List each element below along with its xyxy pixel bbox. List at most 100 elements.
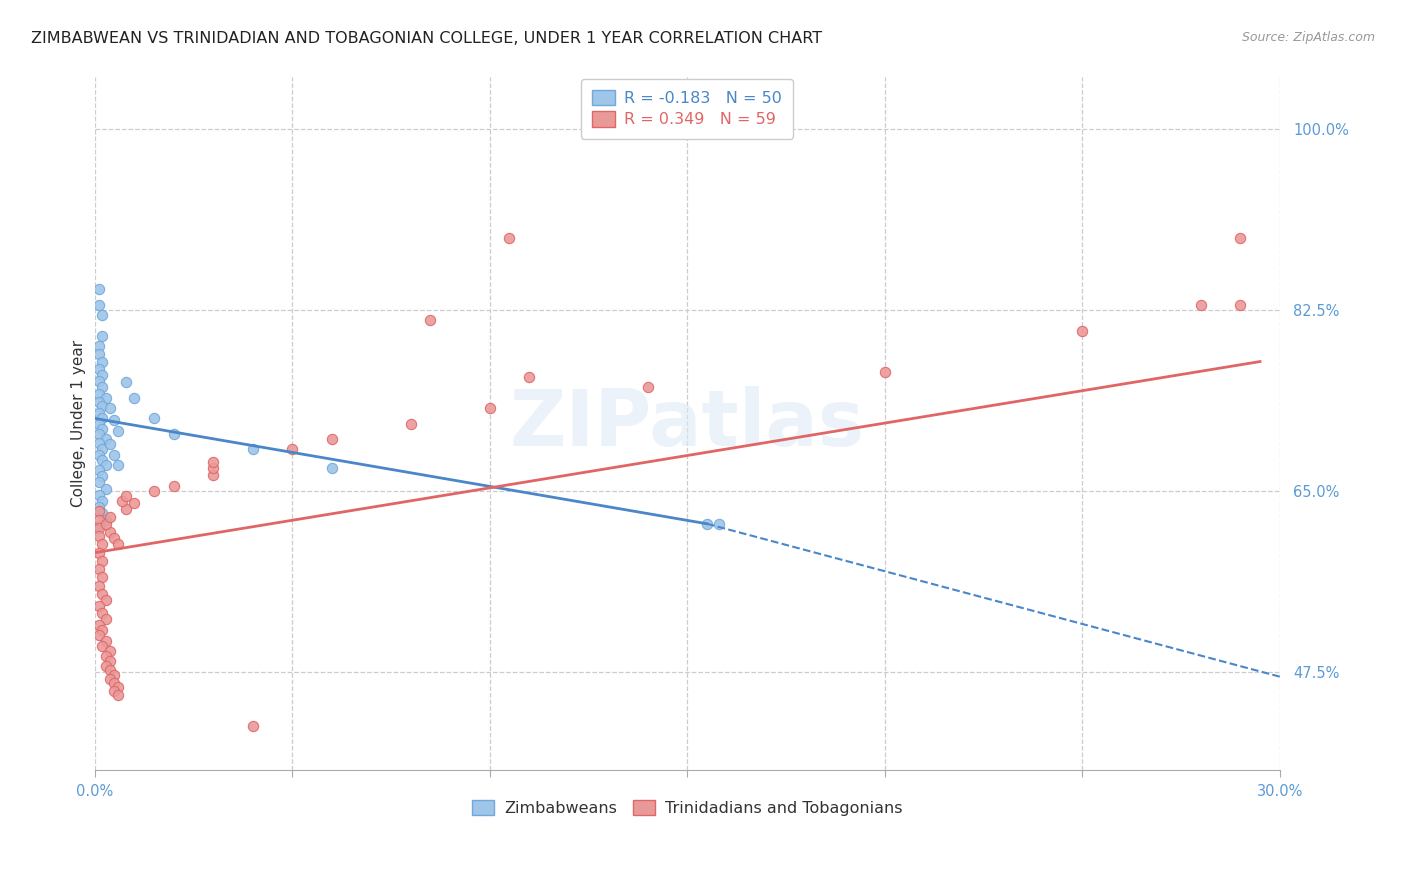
Point	[91, 623, 114, 637]
Point	[87, 488, 110, 502]
Point	[91, 639, 114, 653]
Text: ZIMBABWEAN VS TRINIDADIAN AND TOBAGONIAN COLLEGE, UNDER 1 YEAR CORRELATION CHART: ZIMBABWEAN VS TRINIDADIAN AND TOBAGONIAN…	[31, 31, 823, 46]
Point	[91, 469, 114, 483]
Point	[321, 432, 343, 446]
Point	[419, 313, 441, 327]
Point	[87, 395, 110, 409]
Point	[103, 667, 125, 681]
Point	[87, 426, 110, 441]
Point	[87, 599, 110, 614]
Point	[91, 507, 114, 521]
Point	[321, 461, 343, 475]
Point	[87, 504, 110, 518]
Point	[91, 380, 114, 394]
Point	[100, 664, 122, 678]
Point	[87, 529, 110, 543]
Point	[107, 680, 129, 694]
Point	[87, 406, 110, 420]
Point	[87, 500, 110, 515]
Point	[87, 463, 110, 477]
Point	[87, 513, 110, 527]
Point	[87, 347, 110, 361]
Point	[115, 489, 138, 503]
Point	[87, 282, 110, 296]
Point	[91, 570, 114, 584]
Point	[142, 483, 165, 498]
Point	[91, 328, 114, 343]
Point	[202, 468, 225, 483]
Y-axis label: College, Under 1 year: College, Under 1 year	[72, 340, 86, 508]
Point	[122, 496, 145, 510]
Point	[91, 537, 114, 551]
Point	[96, 593, 118, 607]
Point	[91, 411, 114, 425]
Point	[96, 432, 118, 446]
Point	[91, 554, 114, 568]
Point	[87, 448, 110, 462]
Point	[498, 230, 520, 244]
Point	[87, 579, 110, 593]
Point	[96, 516, 118, 531]
Point	[202, 455, 225, 469]
Point	[242, 719, 264, 733]
Point	[115, 502, 138, 516]
Point	[100, 401, 122, 415]
Point	[103, 448, 125, 462]
Point	[91, 399, 114, 413]
Point	[91, 354, 114, 368]
Point	[87, 339, 110, 353]
Text: ZIPatlas: ZIPatlas	[509, 385, 865, 461]
Point	[162, 478, 184, 492]
Point	[87, 374, 110, 388]
Point	[96, 612, 118, 626]
Point	[96, 458, 118, 472]
Point	[91, 606, 114, 620]
Point	[100, 437, 122, 451]
Point	[103, 413, 125, 427]
Point	[87, 546, 110, 560]
Point	[96, 513, 118, 527]
Point	[100, 509, 122, 524]
Point	[96, 391, 118, 405]
Point	[162, 426, 184, 441]
Point	[87, 521, 110, 535]
Text: Source: ZipAtlas.com: Source: ZipAtlas.com	[1241, 31, 1375, 45]
Point	[696, 516, 718, 531]
Point	[1189, 298, 1212, 312]
Point	[87, 436, 110, 450]
Point	[103, 531, 125, 545]
Point	[873, 365, 896, 379]
Point	[1229, 230, 1251, 244]
Point	[100, 524, 122, 539]
Point	[399, 417, 422, 431]
Point	[96, 648, 118, 663]
Point	[1071, 324, 1094, 338]
Point	[91, 308, 114, 322]
Point	[1229, 298, 1251, 312]
Legend: Zimbabweans, Trinidadians and Tobagonians: Zimbabweans, Trinidadians and Tobagonian…	[464, 792, 910, 824]
Point	[87, 298, 110, 312]
Point	[107, 537, 129, 551]
Point	[91, 587, 114, 601]
Point	[103, 684, 125, 698]
Point	[100, 644, 122, 658]
Point	[91, 368, 114, 382]
Point	[96, 633, 118, 648]
Point	[281, 442, 304, 457]
Point	[478, 401, 501, 415]
Point	[91, 442, 114, 457]
Point	[91, 494, 114, 508]
Point	[122, 391, 145, 405]
Point	[107, 458, 129, 472]
Point	[107, 688, 129, 702]
Point	[87, 618, 110, 632]
Point	[87, 417, 110, 431]
Point	[103, 676, 125, 690]
Point	[100, 654, 122, 668]
Point	[87, 361, 110, 376]
Point	[87, 562, 110, 576]
Point	[111, 494, 134, 508]
Point	[87, 628, 110, 642]
Point	[707, 516, 730, 531]
Point	[96, 659, 118, 673]
